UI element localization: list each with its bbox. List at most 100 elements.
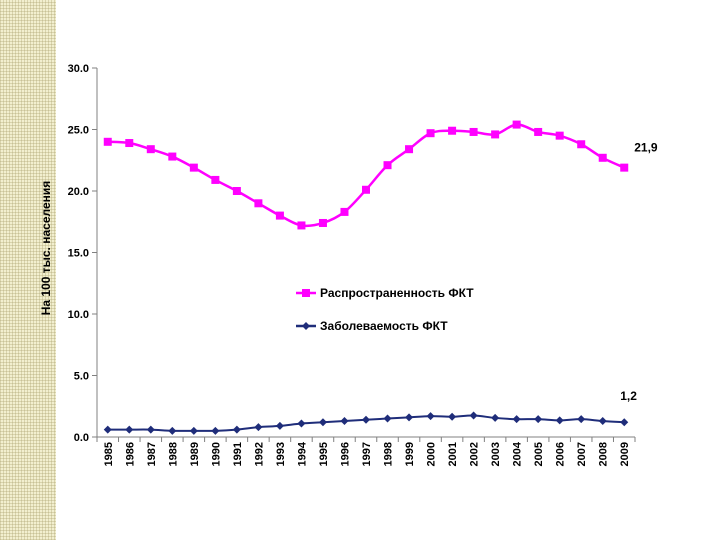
legend-marker <box>302 289 310 297</box>
x-tick-label: 1985 <box>103 442 115 466</box>
x-tick-label: 2007 <box>576 442 588 466</box>
data-point <box>534 415 543 424</box>
x-tick-label: 1986 <box>124 442 136 466</box>
data-point <box>318 218 327 227</box>
x-tick-label: 1996 <box>339 442 351 466</box>
x-tick-label: 2002 <box>469 442 481 466</box>
data-point <box>426 129 435 138</box>
data-point <box>598 417 607 426</box>
data-point <box>469 411 478 420</box>
end-value-label: 1,2 <box>620 389 637 403</box>
x-tick-label: 1998 <box>383 442 395 466</box>
data-point <box>125 139 134 148</box>
data-point <box>340 207 349 216</box>
x-tick-label: 1991 <box>232 442 244 466</box>
data-point <box>512 120 521 129</box>
data-point <box>620 418 629 427</box>
x-tick-label: 1989 <box>189 442 201 466</box>
data-point <box>297 419 306 428</box>
data-point <box>426 412 435 421</box>
data-point <box>469 127 478 136</box>
data-point <box>448 126 457 135</box>
y-tick-label: 5.0 <box>74 371 89 383</box>
data-point <box>491 413 500 422</box>
series-1 <box>103 120 629 230</box>
legend-marker <box>302 322 310 330</box>
data-point <box>297 221 306 230</box>
data-point <box>555 131 564 140</box>
y-axis-ticks: 0.0 5.0 10.0 15.0 20.0 25.0 30.0 <box>68 63 97 444</box>
data-point <box>146 425 155 434</box>
data-point <box>232 187 241 195</box>
data-point <box>189 426 198 435</box>
x-tick-label: 2009 <box>619 442 631 466</box>
data-point <box>275 211 284 220</box>
decorative-side-stripe <box>0 0 56 540</box>
series-layer <box>103 120 629 435</box>
data-point <box>598 153 607 162</box>
data-point <box>318 418 327 427</box>
x-tick-label: 2000 <box>426 442 438 466</box>
chart-axes <box>96 68 635 438</box>
data-point <box>577 415 586 424</box>
data-point <box>362 415 370 424</box>
data-point <box>383 161 392 170</box>
y-tick-label: 0.0 <box>74 432 89 444</box>
data-point <box>168 152 177 161</box>
data-point <box>275 421 284 430</box>
legend-entry: Распространенность ФКТ <box>320 286 474 300</box>
data-point <box>254 199 263 208</box>
data-point <box>340 417 349 426</box>
x-tick-label: 1994 <box>296 441 308 466</box>
data-point <box>103 425 112 434</box>
y-tick-label: 20.0 <box>68 186 89 198</box>
y-tick-label: 25.0 <box>68 125 89 137</box>
y-tick-label: 30.0 <box>68 63 89 75</box>
data-point <box>211 426 220 435</box>
series-line <box>107 123 625 228</box>
x-tick-label: 1999 <box>404 442 416 466</box>
x-tick-label: 2003 <box>490 442 502 466</box>
y-tick-label: 10.0 <box>68 309 89 321</box>
data-point <box>448 412 457 421</box>
data-point <box>405 145 414 154</box>
x-tick-label: 1990 <box>210 442 222 466</box>
x-tick-label: 2006 <box>555 442 567 466</box>
data-point <box>168 426 177 435</box>
data-point <box>211 175 220 184</box>
data-point <box>125 425 134 434</box>
end-value-label: 21,9 <box>634 141 658 155</box>
data-point <box>146 145 155 154</box>
data-point <box>405 413 414 422</box>
data-point <box>491 130 500 139</box>
data-point <box>189 163 198 172</box>
x-tick-label: 1993 <box>275 442 287 466</box>
series-2 <box>103 411 629 435</box>
x-tick-label: 1995 <box>318 442 330 466</box>
data-point <box>362 185 370 194</box>
x-tick-label: 2005 <box>533 442 545 466</box>
x-tick-label: 2004 <box>512 441 524 466</box>
y-tick-label: 15.0 <box>68 248 89 260</box>
y-axis-label: На 100 тыс. населения <box>39 181 53 316</box>
chart-legend: Распространенность ФКТ Заболеваемость ФКТ <box>296 286 474 333</box>
data-point <box>620 163 629 172</box>
x-axis-ticks: 1985 1986 1987 1988 1989 1990 1991 1992 1993 1994… <box>96 437 636 466</box>
data-point <box>383 414 392 423</box>
x-tick-label: 1988 <box>167 442 179 466</box>
legend-entry: Заболеваемость ФКТ <box>320 319 448 333</box>
data-point <box>577 140 586 149</box>
x-tick-label: 1997 <box>361 442 373 466</box>
data-point <box>512 415 521 424</box>
x-tick-label: 1992 <box>253 442 265 466</box>
data-point <box>232 425 241 434</box>
data-point <box>103 137 112 146</box>
data-labels: 21,9 1,2 <box>620 141 658 404</box>
x-tick-label: 2008 <box>598 442 610 466</box>
x-tick-label: 1987 <box>146 442 158 466</box>
data-point <box>555 416 564 425</box>
x-tick-label: 2001 <box>447 442 459 466</box>
data-point <box>534 127 543 136</box>
data-point <box>254 423 263 432</box>
